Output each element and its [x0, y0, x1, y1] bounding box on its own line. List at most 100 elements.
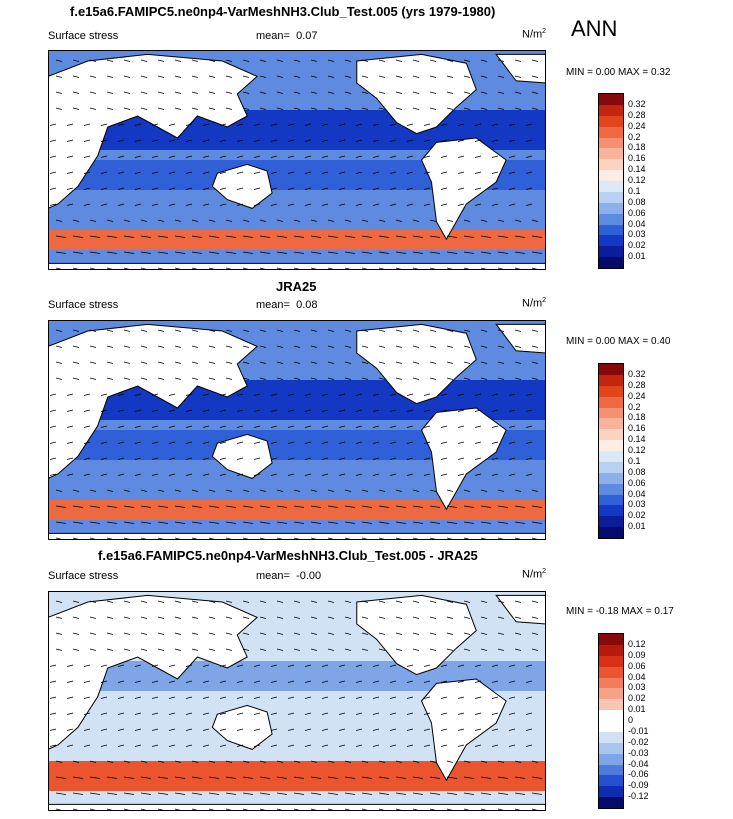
- wind-vector: [140, 361, 148, 364]
- wind-vector: [55, 776, 67, 779]
- wind-vector: [310, 329, 318, 332]
- wind-vector: [134, 203, 142, 206]
- wind-vector: [117, 139, 125, 142]
- wind-vector: [344, 489, 352, 492]
- wind-vector: [474, 393, 482, 396]
- wind-vector: [259, 377, 267, 380]
- wind-vector: [236, 123, 244, 126]
- wind-vector: [106, 648, 114, 651]
- wind-vector: [276, 760, 284, 763]
- wind-vector: [440, 155, 448, 158]
- wind-vector: [140, 377, 148, 380]
- wind-vector: [497, 648, 505, 651]
- wind-vector: [174, 760, 182, 763]
- stress-band: [48, 100, 546, 111]
- wind-vector: [508, 744, 516, 747]
- wind-vector: [514, 361, 522, 364]
- wind-vector: [287, 187, 295, 190]
- wind-vector: [157, 489, 165, 492]
- wind-vector: [508, 187, 516, 190]
- wind-vector: [225, 219, 233, 222]
- wind-vector: [310, 345, 318, 348]
- wind-vector: [276, 345, 284, 348]
- wind-vector: [480, 91, 488, 94]
- wind-vector: [55, 792, 67, 795]
- wind-vector: [259, 489, 267, 492]
- panel-2-variable: Surface stress: [48, 299, 119, 311]
- wind-vector: [338, 712, 346, 715]
- wind-vector: [293, 792, 305, 795]
- wind-vector: [89, 648, 97, 651]
- wind-vector: [106, 219, 114, 222]
- wind-vector: [372, 139, 380, 142]
- wind-vector: [508, 425, 516, 428]
- wind-vector: [242, 75, 250, 78]
- wind-vector: [106, 505, 118, 508]
- wind-vector: [446, 489, 454, 492]
- wind-vector: [304, 187, 312, 190]
- wind-vector: [140, 776, 152, 779]
- wind-vector: [151, 744, 159, 747]
- wind-vector: [174, 91, 182, 94]
- wind-vector: [134, 473, 142, 476]
- colorbar-swatch: [599, 159, 623, 171]
- wind-vector: [389, 441, 397, 444]
- wind-vector: [259, 760, 267, 763]
- wind-vector: [304, 744, 312, 747]
- wind-vector: [123, 489, 131, 492]
- wind-vector: [100, 473, 108, 476]
- wind-vector: [372, 728, 380, 731]
- wind-vector: [395, 235, 407, 238]
- wind-vector: [344, 107, 352, 110]
- wind-vector: [344, 616, 352, 619]
- wind-vector: [270, 457, 278, 460]
- wind-vector: [310, 505, 322, 508]
- wind-vector: [321, 680, 329, 683]
- wind-vector: [202, 696, 210, 699]
- colorbar-swatch: [599, 666, 623, 678]
- stress-band: [48, 360, 546, 371]
- wind-vector: [151, 457, 159, 460]
- wind-vector: [89, 505, 101, 508]
- wind-vector: [253, 139, 261, 142]
- wind-vector: [236, 409, 244, 412]
- wind-vector: [236, 680, 244, 683]
- wind-vector: [480, 345, 488, 348]
- wind-vector: [480, 377, 488, 380]
- wind-vector: [55, 75, 63, 78]
- wind-vector: [49, 473, 57, 476]
- wind-vector: [474, 123, 482, 126]
- wind-vector: [491, 728, 499, 731]
- wind-vector: [117, 664, 125, 667]
- wind-vector: [123, 377, 131, 380]
- wind-vector: [463, 251, 475, 254]
- wind-vector: [55, 235, 67, 238]
- stress-band: [48, 410, 546, 421]
- wind-vector: [219, 744, 227, 747]
- wind-vector: [174, 616, 182, 619]
- wind-vector: [497, 329, 505, 332]
- wind-vector: [327, 235, 339, 238]
- wind-vector: [72, 792, 84, 795]
- wind-vector: [83, 155, 91, 158]
- wind-vector: [338, 171, 346, 174]
- wind-vector: [270, 680, 278, 683]
- wind-vector: [66, 203, 74, 206]
- wind-vector: [412, 616, 420, 619]
- wind-vector: [83, 457, 91, 460]
- wind-vector: [389, 123, 397, 126]
- wind-vector: [174, 107, 182, 110]
- wind-vector: [429, 75, 437, 78]
- wind-vector: [497, 792, 509, 795]
- wind-vector: [440, 473, 448, 476]
- wind-vector: [106, 107, 114, 110]
- wind-vector: [514, 505, 526, 508]
- wind-vector: [508, 473, 516, 476]
- wind-vector: [123, 107, 131, 110]
- wind-vector: [242, 600, 250, 603]
- wind-vector: [242, 329, 250, 332]
- wind-vector: [446, 377, 454, 380]
- wind-vector: [344, 600, 352, 603]
- wind-vector: [395, 632, 403, 635]
- wind-vector: [157, 776, 169, 779]
